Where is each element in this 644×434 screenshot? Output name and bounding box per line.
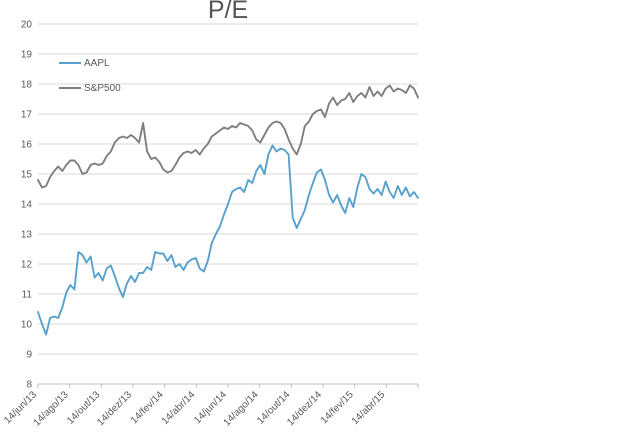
x-tick-label-3: 14/dez/13 bbox=[95, 389, 134, 428]
y-tick-label-12: 12 bbox=[21, 260, 33, 271]
y-tick-label-18: 18 bbox=[21, 80, 33, 91]
y-tick-label-10: 10 bbox=[21, 320, 33, 331]
series-line-aapl bbox=[37, 144, 419, 336]
legend-label-sp500: S&P500 bbox=[84, 82, 121, 94]
x-tick-label-11: 14/abr/15 bbox=[350, 389, 388, 427]
y-tick-label-11: 11 bbox=[22, 290, 33, 301]
y-tick-label-14: 14 bbox=[21, 200, 33, 211]
legend-item-sp500: S&P500 bbox=[59, 82, 121, 94]
x-tick-label-5: 14/abr/14 bbox=[160, 389, 198, 427]
y-tick-label-8: 8 bbox=[26, 380, 32, 391]
y-tick-label-19: 19 bbox=[21, 50, 33, 61]
series-line-sp500 bbox=[37, 84, 419, 189]
y-tick-label-20: 20 bbox=[21, 20, 33, 31]
legend-line-swatch-aapl bbox=[59, 62, 81, 64]
x-tick-label-1: 14/ago/13 bbox=[32, 389, 72, 429]
chart-title: P/E bbox=[207, 0, 249, 24]
y-tick-label-17: 17 bbox=[21, 110, 33, 121]
chart-legend: AAPL S&P500 bbox=[59, 57, 121, 107]
y-tick-label-13: 13 bbox=[21, 230, 33, 241]
legend-line-swatch-sp500 bbox=[59, 87, 81, 89]
legend-label-aapl: AAPL bbox=[84, 57, 110, 69]
y-tick-label-16: 16 bbox=[21, 140, 33, 151]
y-tick-label-9: 9 bbox=[26, 350, 32, 361]
x-tick-label-9: 14/dez/14 bbox=[285, 389, 324, 428]
y-tick-label-15: 15 bbox=[21, 170, 33, 181]
x-tick-label-7: 14/ago/14 bbox=[222, 389, 262, 429]
legend-item-aapl: AAPL bbox=[59, 57, 121, 69]
